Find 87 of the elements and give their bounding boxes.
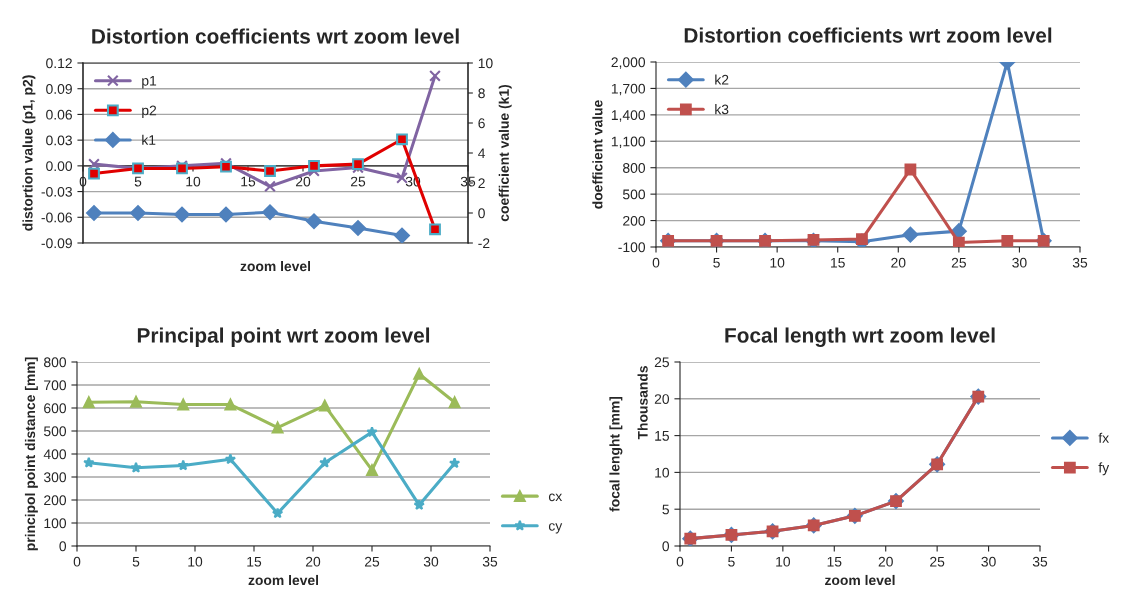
y-tick-label: 200 — [623, 215, 646, 226]
x-tick-label: 15 — [827, 556, 842, 567]
y2-tick-label: 10 — [478, 58, 493, 69]
y2-tick-label: 6 — [478, 118, 485, 129]
x-tick-label: 5 — [728, 556, 735, 567]
x-tick-label: 30 — [981, 556, 996, 567]
y-axis-title: principol point distance [mm] — [24, 357, 38, 551]
y-tick-label: 15 — [655, 431, 669, 441]
y-tick-label: -0.03 — [41, 186, 72, 197]
y-tick-label: 0.00 — [46, 161, 73, 172]
x-tick-label: 20 — [878, 556, 893, 567]
y-tick-label: 200 — [44, 495, 67, 506]
x-tick-label: 35 — [482, 556, 498, 567]
y-tick-label: 0.09 — [46, 84, 72, 94]
y-tick-label: -0.09 — [41, 238, 72, 249]
y-tick-label: 800 — [623, 163, 646, 173]
y-axis-title: distortion value (p1, p2) — [22, 75, 36, 231]
legend-label: k2 — [715, 74, 729, 85]
y-tick-label: 1,100 — [611, 136, 646, 149]
y-tick-label: -100 — [618, 242, 646, 253]
y-tick-label: 0 — [662, 541, 670, 552]
x-tick-label: 20 — [295, 176, 311, 187]
x-tick-label: 30 — [423, 556, 439, 567]
y-tick-label: 2,000 — [611, 57, 646, 69]
x-tick-label: 20 — [891, 257, 906, 268]
legend-label: k3 — [715, 104, 729, 115]
x-tick-label: 25 — [350, 176, 366, 187]
y2-tick-label: 0 — [478, 208, 485, 219]
y2-tick-label: 2 — [478, 178, 485, 189]
y-tick-label: 10 — [655, 467, 670, 478]
chart-title: Distortion coefficients wrt zoom level — [92, 28, 459, 44]
y-tick-label: 1,700 — [611, 83, 646, 96]
y-tick-label: 400 — [43, 449, 67, 460]
legend-label: fy — [1098, 462, 1110, 476]
y-tick-label: 100 — [44, 518, 67, 529]
x-tick-label: 0 — [676, 556, 684, 567]
chart-title: Focal length wrt zoom level — [725, 327, 995, 347]
y-tick-label: 20 — [654, 394, 670, 404]
legend-label: cy — [548, 523, 563, 534]
x-tick-label: 15 — [247, 556, 262, 567]
y-tick-label: -0.06 — [41, 212, 72, 223]
x-tick-label: 10 — [186, 176, 201, 187]
x-axis-title: zoom level — [240, 261, 311, 272]
x-tick-label: 30 — [1012, 257, 1027, 268]
legend-label: k1 — [142, 134, 156, 145]
y-tick-label: 0.06 — [46, 109, 72, 120]
text: Thousands — [637, 366, 648, 440]
x-tick-label: 10 — [776, 556, 791, 567]
y-tick-label: 0.03 — [46, 135, 72, 146]
y-tick-label: 700 — [44, 380, 67, 391]
legend-label: fx — [1098, 432, 1109, 443]
legend-label: cx — [548, 493, 563, 502]
y-tick-label: 500 — [622, 189, 646, 200]
y-tick-label: 25 — [654, 357, 669, 368]
x-axis-title: zoom level — [825, 574, 895, 586]
x-tick-label: 10 — [770, 257, 785, 268]
chart-title: Distortion coefficients wrt zoom level — [684, 27, 1052, 43]
x-tick-label: 20 — [305, 556, 321, 567]
x-tick-label: 5 — [134, 176, 142, 187]
y-axis-title: focal lenght [mm] — [609, 396, 623, 512]
x-tick-label: 10 — [188, 556, 203, 567]
y-tick-label: 0 — [59, 541, 67, 552]
x-tick-label: 5 — [132, 556, 140, 567]
chart-title: Principal point wrt zoom level — [137, 327, 430, 347]
y2-axis-title: coefficient value (k1) — [498, 84, 512, 222]
x-tick-label: 0 — [73, 556, 81, 567]
legend-label: p1 — [142, 76, 157, 89]
legend-label: p2 — [142, 105, 157, 119]
y-tick-label: 800 — [44, 357, 67, 368]
x-tick-label: 15 — [831, 257, 845, 268]
y-tick-label: 600 — [44, 403, 67, 414]
y-tick-label: 500 — [43, 426, 67, 437]
y-tick-label: 300 — [43, 472, 67, 483]
y-tick-label: 1,400 — [611, 110, 646, 122]
x-tick-label: 25 — [951, 257, 966, 268]
x-tick-label: 35 — [1032, 556, 1048, 567]
x-tick-label: 35 — [1072, 257, 1088, 268]
y-axis-title: doefficient value — [592, 100, 603, 209]
y-tick-label: 5 — [662, 504, 669, 515]
y2-tick-label: 4 — [478, 148, 486, 159]
x-tick-label: 5 — [713, 257, 720, 268]
x-tick-label: 25 — [364, 556, 380, 567]
y2-tick-label: 8 — [478, 88, 485, 99]
x-tick-label: 25 — [930, 556, 945, 567]
y-tick-label: 0.12 — [46, 58, 72, 69]
y2-tick-label: -2 — [478, 238, 490, 249]
x-axis-title: zoom level — [248, 574, 319, 586]
